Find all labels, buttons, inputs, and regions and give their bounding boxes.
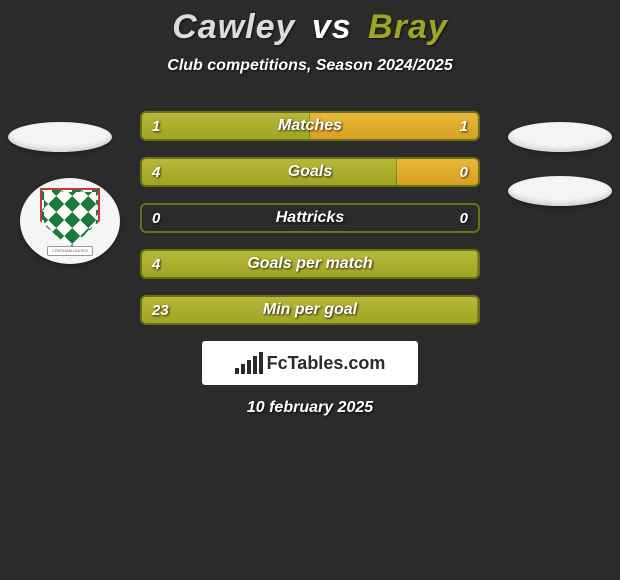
shield-banner: CRESHAM UNITED — [47, 246, 93, 256]
stat-row: 40Goals — [140, 157, 480, 187]
stat-label: Goals — [142, 159, 478, 185]
stat-row: 00Hattricks — [140, 203, 480, 233]
chart-icon — [235, 352, 263, 374]
chart-icon-bar — [235, 368, 239, 374]
stats-comparison: 11Matches 40Goals 00Hattricks 4Goals per ma… — [140, 111, 480, 325]
chart-icon-bar — [253, 356, 257, 374]
chart-icon-bar — [241, 364, 245, 374]
stat-label: Min per goal — [142, 297, 478, 323]
page-title: Cawley vs Bray — [0, 8, 620, 47]
club-crest: CRESHAM UNITED — [20, 178, 120, 264]
shield-icon: CRESHAM UNITED — [40, 188, 100, 254]
watermark: FcTables.com — [202, 341, 418, 385]
stat-label: Hattricks — [142, 205, 478, 231]
chart-icon-bar — [259, 352, 263, 374]
avatar-placeholder-left — [8, 122, 112, 152]
chart-icon-bar — [247, 360, 251, 374]
stat-label: Goals per match — [142, 251, 478, 277]
stat-row: 23Min per goal — [140, 295, 480, 325]
footer-date: 10 february 2025 — [0, 399, 620, 417]
avatar-placeholder-right-2 — [508, 176, 612, 206]
subtitle: Club competitions, Season 2024/2025 — [0, 57, 620, 75]
watermark-text: FcTables.com — [267, 353, 386, 374]
stat-row: 4Goals per match — [140, 249, 480, 279]
title-player1: Cawley — [172, 8, 295, 46]
title-player2: Bray — [368, 8, 448, 46]
avatar-placeholder-right-1 — [508, 122, 612, 152]
stat-label: Matches — [142, 113, 478, 139]
stat-row: 11Matches — [140, 111, 480, 141]
title-vs: vs — [312, 8, 352, 46]
infographic-root: Cawley vs Bray Club competitions, Season… — [0, 0, 620, 580]
shield-body — [40, 188, 100, 248]
